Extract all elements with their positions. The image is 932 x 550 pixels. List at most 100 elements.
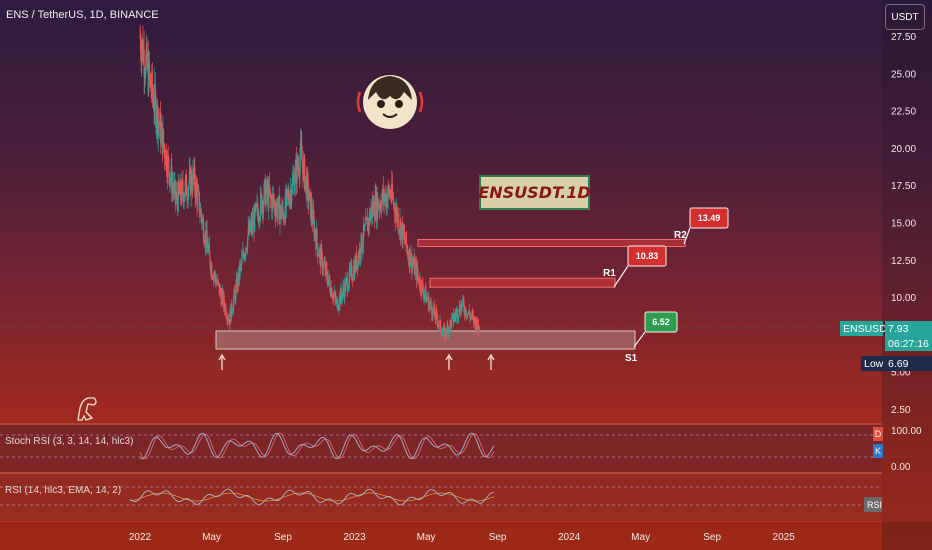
candle-body — [309, 191, 311, 192]
stoch-rsi-label[interactable]: Stoch RSI (3, 3, 14, 14, hlc3) — [5, 436, 134, 447]
candle-body — [206, 229, 208, 244]
candle-body — [202, 219, 205, 241]
candle-body — [284, 194, 286, 223]
candles-group — [139, 24, 480, 342]
candle-body — [457, 318, 459, 320]
candle-body — [154, 84, 156, 111]
candle-body — [432, 307, 434, 318]
s1-callout-box — [644, 311, 678, 333]
candle-body — [461, 302, 463, 308]
candle-body — [173, 183, 175, 193]
candle-body — [395, 212, 397, 221]
candle-body — [442, 331, 444, 333]
candle-body — [249, 225, 252, 232]
candle-body — [440, 330, 442, 334]
candle-body — [164, 147, 166, 159]
candle-body — [259, 192, 262, 217]
candle-body — [163, 144, 165, 148]
candle-body — [342, 286, 345, 291]
candle-body — [297, 157, 299, 168]
candle-body — [307, 173, 309, 180]
r1-label: R1 — [603, 268, 616, 279]
time-tick-label: May — [417, 532, 436, 543]
candle-body — [169, 180, 171, 185]
candle-body — [348, 268, 350, 285]
candle-body — [447, 324, 449, 327]
candle-body — [392, 198, 395, 206]
candle-body — [478, 326, 480, 332]
rsi-label[interactable]: RSI (14, hlc3, EMA, 14, 2) — [5, 485, 122, 496]
candle-body — [231, 303, 233, 314]
candle-body — [345, 280, 347, 292]
candle-body — [425, 286, 427, 303]
r1-pointer — [613, 265, 629, 288]
candle-body — [223, 295, 225, 306]
candle-body — [244, 255, 246, 261]
candle-body — [426, 297, 428, 300]
candle-body — [400, 226, 402, 240]
candle-body — [242, 250, 245, 256]
candle-body — [462, 297, 465, 304]
candle-body — [188, 184, 190, 190]
r2-label: R2 — [674, 230, 687, 241]
candle-body — [365, 217, 367, 225]
candle-body — [294, 166, 296, 185]
candle-body — [467, 313, 469, 314]
candle-body — [357, 254, 359, 268]
candle-body — [335, 300, 338, 303]
stoch-d-flag: D — [873, 427, 883, 441]
candle-body — [304, 157, 306, 190]
candle-body — [449, 320, 452, 322]
candle-body — [211, 276, 213, 278]
candle-body — [203, 240, 205, 244]
price-tick-label: 17.50 — [891, 181, 916, 192]
candle-body — [457, 309, 459, 320]
candle-body — [141, 48, 143, 62]
candle-body — [155, 96, 157, 129]
candle-body — [201, 219, 203, 224]
currency-button[interactable]: USDT — [885, 4, 925, 30]
candle-body — [313, 217, 315, 237]
candle-body — [333, 295, 335, 296]
rsi-pane-bg — [0, 474, 882, 521]
candle-body — [467, 313, 469, 318]
candle-body — [469, 316, 472, 319]
candle-body — [329, 281, 331, 292]
candle-body — [269, 191, 272, 198]
candle-body — [441, 332, 443, 336]
r2-zone — [417, 239, 686, 248]
candle-body — [453, 319, 455, 322]
candle-body — [322, 269, 324, 271]
candle-body — [241, 257, 243, 265]
candle-body — [191, 173, 193, 188]
candle-body — [325, 264, 328, 270]
candle-body — [397, 214, 399, 231]
candle-body — [202, 219, 204, 221]
symbol-header[interactable]: ENS / TetherUS, 1D, BINANCE — [6, 9, 159, 21]
candle-body — [218, 282, 220, 284]
candle-body — [406, 245, 408, 249]
candle-body — [468, 310, 470, 315]
candle-body — [265, 191, 267, 206]
stoch-axis-bottom: 0.00 — [891, 462, 911, 473]
candle-body — [306, 173, 308, 200]
time-tick-label: 2023 — [343, 532, 366, 543]
dino-icon — [77, 397, 97, 421]
candle-body — [348, 284, 350, 290]
candle-body — [454, 314, 456, 316]
candle-body — [326, 269, 328, 280]
price-tick-label: 10.00 — [891, 293, 916, 304]
candle-body — [214, 273, 216, 279]
candle-body — [221, 293, 223, 305]
candle-body — [239, 265, 241, 278]
candle-body — [232, 310, 234, 313]
candle-body — [145, 55, 147, 75]
rsi-tag: RSI — [864, 497, 882, 512]
candle-body — [471, 312, 473, 315]
candle-body — [428, 304, 430, 311]
candle-body — [292, 177, 294, 180]
countdown-tag: 06:27:16 — [885, 336, 932, 351]
candle-body — [434, 305, 436, 317]
logo-hair — [368, 76, 412, 100]
candle-body — [424, 293, 426, 296]
